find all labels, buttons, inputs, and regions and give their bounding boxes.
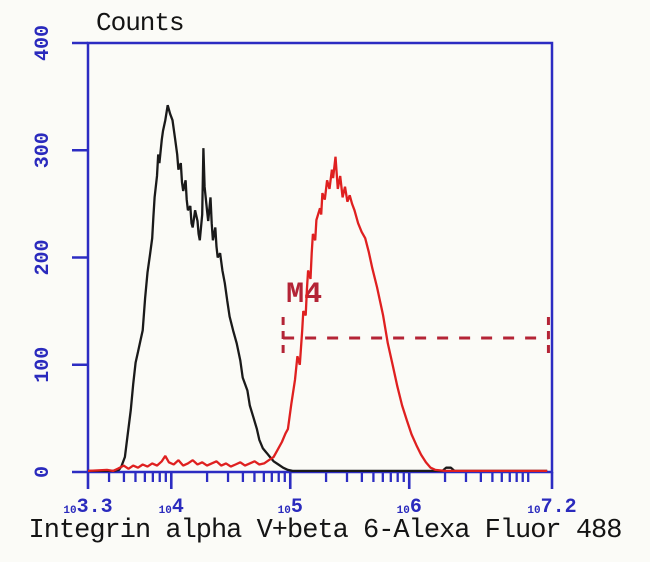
black-histogram-curve (88, 104, 548, 473)
y-axis-tick-label: 200 (32, 239, 55, 275)
x-axis-label: Integrin alpha V+beta 6-Alexa Fluor 488 (28, 516, 623, 546)
plot-title: Counts (96, 8, 185, 38)
x-axis-tick-label: 107.2 (527, 496, 576, 519)
y-axis-tick-label: 400 (32, 25, 55, 61)
x-axis-tick-label: 105 (278, 496, 303, 519)
y-axis-tick-label: 100 (32, 347, 55, 383)
y-axis-tick-label: 300 (32, 132, 55, 168)
x-axis-tick-label: 106 (397, 496, 422, 519)
x-axis-tick-label: 103.3 (63, 496, 112, 519)
marker-gate-label: M4 (286, 278, 322, 312)
plot-border (86, 41, 554, 474)
y-axis-tick-label: 0 (32, 466, 55, 478)
x-axis-tick-label: 104 (159, 496, 184, 519)
red-histogram-curve (87, 156, 548, 473)
